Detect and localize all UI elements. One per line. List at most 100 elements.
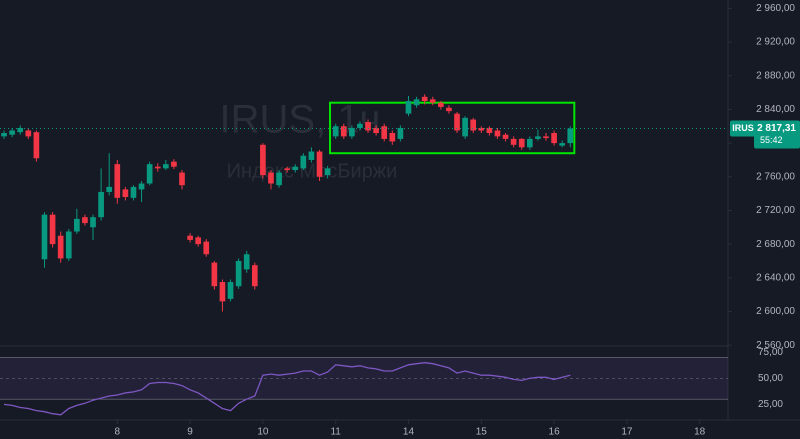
candle-body bbox=[462, 117, 468, 137]
symbol-label: IRUS bbox=[732, 123, 754, 133]
x-tick-label: 15 bbox=[476, 427, 488, 438]
candle-body bbox=[187, 235, 193, 240]
candle-body bbox=[82, 217, 88, 224]
candle-body bbox=[373, 127, 379, 134]
candle-body bbox=[421, 96, 428, 102]
candle-body bbox=[357, 123, 363, 128]
candle-body bbox=[324, 168, 331, 176]
candle-body bbox=[486, 127, 493, 134]
candle-body bbox=[551, 133, 557, 144]
candle-body bbox=[1, 133, 7, 137]
candle-body bbox=[154, 166, 161, 169]
x-tick-label: 9 bbox=[187, 427, 193, 438]
candle-body bbox=[365, 122, 371, 131]
x-tick-label: 18 bbox=[694, 427, 706, 438]
candle-body bbox=[268, 172, 274, 184]
last-price-label: 2 817,31 bbox=[757, 123, 796, 134]
rsi-tick-label: 25,00 bbox=[758, 399, 783, 410]
candle-body bbox=[41, 214, 48, 260]
candle-body bbox=[429, 99, 436, 103]
x-tick-label: 16 bbox=[549, 427, 561, 438]
candle-body bbox=[243, 254, 250, 270]
candle-body bbox=[227, 282, 234, 299]
candle-body bbox=[535, 136, 541, 139]
candle-body bbox=[138, 183, 145, 190]
candle-body bbox=[389, 133, 396, 142]
candle-body bbox=[454, 113, 460, 131]
candle-body bbox=[340, 126, 347, 137]
highlight-box bbox=[329, 101, 576, 155]
rsi-tick-label: 75,00 bbox=[758, 347, 783, 358]
candle-body bbox=[543, 136, 549, 139]
y-tick-label: 2 840,00 bbox=[756, 104, 795, 115]
countdown-label: 55:42 bbox=[760, 135, 783, 145]
candle-body bbox=[518, 138, 525, 148]
x-tick-label: 8 bbox=[115, 427, 121, 438]
candle-body bbox=[559, 143, 566, 146]
candle-body bbox=[292, 166, 299, 171]
y-tick-label: 2 720,00 bbox=[756, 205, 795, 216]
x-tick-label: 10 bbox=[257, 427, 269, 438]
y-tick-label: 2 960,00 bbox=[756, 3, 795, 14]
y-tick-label: 2 920,00 bbox=[756, 37, 795, 48]
candle-body bbox=[106, 186, 113, 192]
candle-body bbox=[9, 130, 15, 135]
rsi-line bbox=[3, 362, 571, 416]
y-tick-label: 2 760,00 bbox=[756, 171, 795, 182]
candle-body bbox=[235, 260, 242, 287]
candle-body bbox=[65, 231, 72, 259]
y-tick-label: 2 600,00 bbox=[756, 306, 795, 317]
y-tick-label: 2 880,00 bbox=[756, 70, 795, 81]
candle-body bbox=[49, 214, 56, 245]
candle-body bbox=[211, 262, 218, 287]
watermark-subtitle: Индекс МосБиржи bbox=[227, 160, 398, 182]
candle-body bbox=[146, 164, 153, 184]
candle-body bbox=[74, 218, 80, 232]
candle-body bbox=[526, 138, 533, 148]
candle-body bbox=[171, 161, 177, 167]
candle-body bbox=[332, 126, 339, 137]
y-tick-label: 2 640,00 bbox=[756, 272, 795, 283]
candle-body bbox=[308, 151, 315, 160]
candle-body bbox=[502, 134, 509, 139]
candle-body bbox=[510, 138, 517, 145]
candle-body bbox=[98, 191, 104, 218]
candle-body bbox=[494, 130, 501, 137]
x-tick-label: 14 bbox=[403, 427, 415, 438]
candle-body bbox=[470, 119, 477, 131]
price-label-bg bbox=[754, 120, 800, 149]
candle-body bbox=[114, 164, 121, 198]
x-tick-label: 11 bbox=[330, 427, 341, 438]
candle-body bbox=[219, 282, 226, 302]
candle-body bbox=[397, 127, 404, 139]
candle-body bbox=[260, 144, 266, 176]
candle-body bbox=[57, 235, 64, 259]
candle-body bbox=[478, 127, 485, 131]
candle-body bbox=[567, 128, 574, 144]
candle-body bbox=[276, 172, 282, 186]
candle-body bbox=[446, 107, 452, 112]
candle-body bbox=[300, 155, 307, 169]
candle-body bbox=[413, 99, 420, 106]
candle-body bbox=[251, 265, 258, 287]
watermark-title: IRUS, 1ч bbox=[220, 98, 381, 142]
candle-body bbox=[284, 168, 290, 171]
candle-body bbox=[316, 151, 323, 177]
candle-body bbox=[179, 172, 185, 186]
candle-body bbox=[33, 132, 40, 159]
candle-body bbox=[130, 186, 137, 198]
candle-body bbox=[122, 189, 129, 197]
candle-body bbox=[90, 217, 96, 228]
y-tick-label: 2 680,00 bbox=[756, 239, 795, 250]
candle-body bbox=[195, 237, 202, 245]
y-tick-label: 2 560,00 bbox=[756, 340, 795, 351]
candle-body bbox=[405, 101, 412, 114]
rsi-tick-label: 50,00 bbox=[758, 373, 783, 384]
candle-body bbox=[203, 241, 210, 255]
x-tick-label: 17 bbox=[621, 427, 633, 438]
symbol-label-bg bbox=[730, 120, 756, 137]
candle-body bbox=[162, 164, 169, 169]
candle-body bbox=[349, 127, 355, 137]
